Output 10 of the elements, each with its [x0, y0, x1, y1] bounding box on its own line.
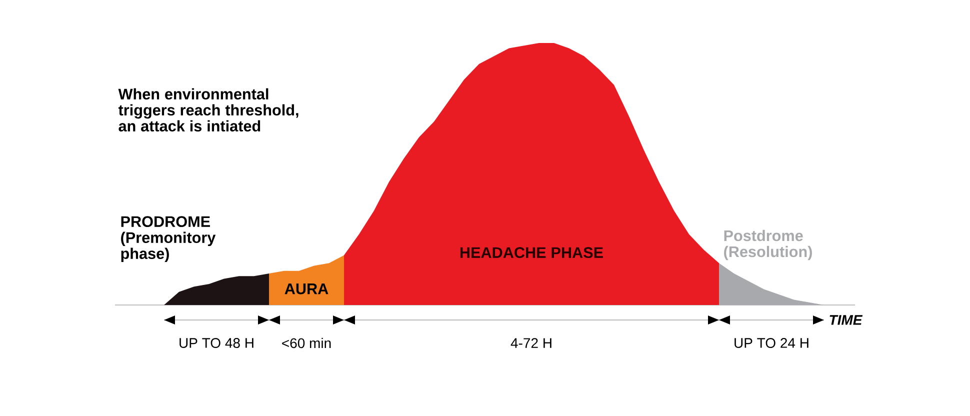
- text: <60 min: [282, 338, 331, 348]
- text: UP TO 24 H: [734, 338, 808, 348]
- series-label: HEADACHE PHASE: [460, 247, 603, 258]
- annotation: When environmental triggers reach threshold, an attack is intiated: [118, 88, 298, 132]
- series-label: AURA: [284, 284, 328, 294]
- text: 4-72 H: [510, 338, 552, 348]
- x-axis-title: TIME: [830, 315, 863, 325]
- text: UP TO 48 H: [180, 338, 254, 348]
- series-label: Postdrome (Resolution): [724, 230, 812, 260]
- series-label: PRODROME (Premonitory phase): [121, 216, 216, 262]
